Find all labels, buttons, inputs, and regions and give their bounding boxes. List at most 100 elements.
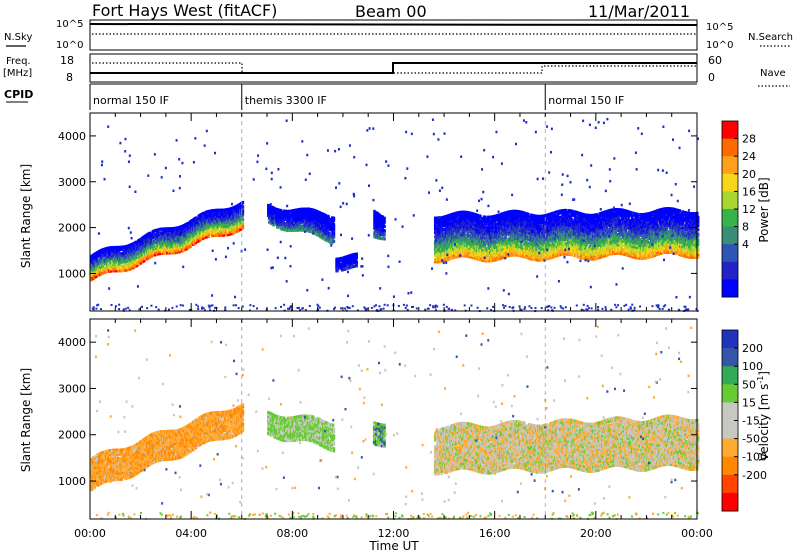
range-gate-cell bbox=[174, 234, 178, 238]
range-gate-cell bbox=[227, 226, 230, 230]
range-gate-cell bbox=[379, 226, 383, 230]
range-gate-cell bbox=[233, 209, 237, 213]
range-gate-cell bbox=[378, 234, 382, 238]
range-gate-cell bbox=[311, 210, 314, 214]
range-gate-cell bbox=[280, 221, 283, 225]
range-gate-cell bbox=[317, 225, 320, 229]
range-gate-cell bbox=[435, 220, 439, 224]
range-gate-cell bbox=[241, 217, 245, 221]
range-gate-cell bbox=[215, 231, 218, 235]
range-gate-cell bbox=[275, 212, 278, 216]
range-gate-cell bbox=[282, 213, 285, 217]
cpid-segment-label: themis 3300 IF bbox=[245, 94, 327, 107]
range-gate-cell bbox=[340, 256, 344, 260]
range-gate-cell bbox=[268, 215, 272, 219]
freq-tick-high: 18 bbox=[60, 54, 74, 67]
range-gate-cell bbox=[95, 272, 98, 276]
range-gate-cell bbox=[216, 215, 219, 219]
range-gate-cell bbox=[241, 213, 245, 217]
range-gate-cell bbox=[309, 211, 312, 215]
range-gate-cell bbox=[241, 222, 245, 226]
range-gate-cell bbox=[375, 231, 378, 235]
range-gate-cell bbox=[107, 267, 110, 271]
range-gate-cell bbox=[224, 214, 227, 218]
range-gate-cell bbox=[220, 229, 223, 233]
range-gate-cell bbox=[332, 223, 336, 227]
range-gate-cell bbox=[94, 268, 97, 272]
range-gate-cell bbox=[101, 252, 105, 256]
range-gate-cell bbox=[125, 247, 128, 251]
noise-strip-frame bbox=[89, 19, 698, 51]
range-gate-cell bbox=[239, 223, 243, 227]
range-gate-cell bbox=[94, 254, 97, 258]
range-gate-cell bbox=[281, 217, 284, 221]
range-gate-cell bbox=[238, 207, 241, 211]
range-gate-cell bbox=[336, 265, 339, 269]
range-gate-cell bbox=[216, 227, 219, 231]
range-gate-cell bbox=[227, 216, 230, 220]
range-gate-cell bbox=[434, 252, 438, 256]
range-gate-cell bbox=[341, 258, 345, 262]
nsearch-label: N.Search bbox=[748, 32, 793, 43]
range-gate-cell bbox=[315, 214, 319, 218]
range-gate-cell bbox=[121, 264, 125, 268]
range-gate-cell bbox=[116, 252, 119, 256]
range-gate-cell bbox=[125, 262, 128, 266]
range-gate-cell bbox=[291, 213, 294, 217]
range-gate-cell bbox=[382, 235, 385, 239]
range-gate-cell bbox=[194, 241, 198, 245]
range-gate-cell bbox=[209, 211, 212, 215]
range-gate-cell bbox=[207, 234, 210, 238]
range-gate-cell bbox=[329, 226, 332, 230]
range-gate-cell bbox=[169, 229, 172, 233]
range-gate-cell bbox=[328, 223, 331, 227]
range-gate-cell bbox=[207, 222, 210, 226]
range-gate-cell bbox=[155, 240, 159, 244]
range-gate-cell bbox=[294, 220, 298, 224]
range-gate-cell bbox=[383, 229, 386, 233]
range-gate-cell bbox=[120, 247, 124, 251]
range-gate-cell bbox=[345, 267, 348, 271]
date-title: 11/Mar/2011 bbox=[588, 2, 690, 21]
range-gate-cell bbox=[232, 225, 236, 229]
range-gate-cell bbox=[292, 215, 295, 219]
nave-trace bbox=[92, 62, 697, 74]
range-gate-cell bbox=[442, 230, 445, 234]
range-gate-cell bbox=[303, 228, 306, 232]
range-gate-cell bbox=[183, 227, 187, 231]
range-gate-cell bbox=[343, 257, 347, 261]
range-gate-cell bbox=[307, 221, 310, 225]
range-gate-cell bbox=[164, 235, 167, 239]
range-gate-cell bbox=[296, 220, 300, 224]
nave-tick-high: 60 bbox=[708, 54, 722, 67]
range-gate-cell bbox=[293, 220, 296, 224]
range-gate-cell bbox=[232, 229, 236, 233]
range-gate-cell bbox=[211, 219, 215, 223]
range-gate-cell bbox=[229, 224, 232, 228]
range-gate-cell bbox=[99, 251, 102, 255]
range-gate-cell bbox=[312, 222, 315, 226]
range-gate-cell bbox=[189, 244, 192, 248]
range-gate-cell bbox=[174, 226, 177, 230]
range-gate-cell bbox=[155, 248, 158, 252]
range-gate-cell bbox=[203, 231, 207, 235]
range-gate-cell bbox=[373, 220, 376, 224]
range-gate-cell bbox=[95, 257, 98, 261]
range-gate-cell bbox=[241, 200, 245, 204]
range-gate-cell bbox=[355, 260, 358, 264]
range-gate-cell bbox=[115, 260, 118, 264]
range-gate-cell bbox=[350, 263, 354, 267]
range-gate-cell bbox=[233, 231, 237, 235]
range-gate-cell bbox=[351, 257, 355, 261]
range-gate-cell bbox=[239, 225, 243, 229]
range-gate-cell bbox=[443, 223, 447, 227]
range-gate-cell bbox=[103, 249, 106, 253]
range-gate-cell bbox=[208, 215, 211, 219]
range-gate-cell bbox=[234, 228, 237, 232]
range-gate-cell bbox=[383, 216, 386, 220]
range-gate-cell bbox=[156, 228, 160, 232]
range-gate-cell bbox=[224, 229, 227, 233]
range-gate-cell bbox=[212, 225, 216, 229]
range-gate-cell bbox=[152, 243, 155, 247]
